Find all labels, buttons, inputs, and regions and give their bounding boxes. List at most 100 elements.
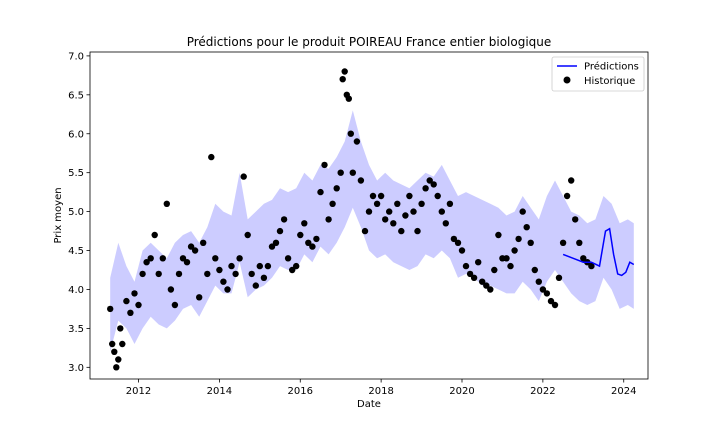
history-point: [317, 188, 324, 196]
history-point: [503, 255, 510, 262]
y-tick-label: 7.0: [68, 51, 84, 62]
x-tick-label: 2016: [288, 386, 313, 397]
history-point: [220, 278, 227, 285]
history-point: [382, 216, 389, 223]
history-point: [580, 255, 587, 262]
history-point: [369, 192, 377, 200]
history-point: [442, 220, 449, 227]
history-point: [398, 227, 405, 235]
history-point: [155, 270, 162, 278]
history-point: [434, 192, 441, 200]
history-point: [117, 325, 124, 332]
history-point: [196, 294, 203, 301]
history-point: [572, 216, 579, 223]
history-point: [191, 247, 199, 254]
history-point: [349, 169, 356, 176]
history-point: [187, 243, 195, 250]
history-point: [284, 255, 292, 262]
y-tick-label: 6.5: [68, 90, 84, 101]
history-point: [135, 301, 142, 309]
legend: Prédictions Historique: [551, 56, 645, 92]
history-point: [301, 220, 308, 227]
history-point: [539, 286, 547, 293]
history-point: [479, 278, 486, 285]
history-point: [175, 270, 183, 278]
history-point: [535, 278, 542, 285]
history-point: [212, 255, 219, 262]
history-point: [333, 185, 340, 192]
history-point: [159, 255, 166, 262]
history-point: [454, 239, 462, 246]
y-tick-label: 5.5: [68, 168, 84, 179]
history-point: [143, 259, 150, 266]
x-axis-label: Date: [357, 399, 381, 410]
x-tick-label: 2020: [449, 386, 474, 397]
x-tick-label: 2018: [368, 386, 393, 397]
history-point: [519, 208, 526, 215]
history-point: [568, 177, 575, 184]
history-point: [531, 266, 538, 274]
history-point: [107, 305, 114, 313]
history-point: [224, 286, 231, 293]
history-point: [171, 301, 179, 309]
history-point: [248, 270, 255, 278]
x-tick-label: 2024: [611, 386, 636, 397]
history-point: [418, 200, 425, 207]
history-point: [495, 231, 502, 239]
y-tick-label: 4.0: [68, 285, 84, 296]
history-point: [337, 169, 344, 176]
history-point: [111, 348, 118, 355]
history-point: [507, 262, 514, 270]
history-point: [167, 286, 175, 293]
history-point: [555, 274, 563, 281]
history-point: [377, 192, 385, 200]
history-point: [313, 235, 320, 243]
y-tick-label: 6.0: [68, 129, 84, 140]
y-axis-label: Prix moyen: [53, 187, 64, 243]
history-point: [329, 200, 336, 207]
history-point: [244, 231, 251, 239]
history-point: [511, 247, 518, 254]
history-point: [345, 95, 352, 102]
history-point: [280, 216, 288, 223]
history-point: [228, 262, 235, 270]
history-point: [491, 266, 498, 274]
history-point: [208, 153, 215, 161]
history-point: [109, 340, 116, 348]
history-point: [232, 270, 239, 278]
history-point: [240, 173, 247, 180]
history-point: [458, 247, 466, 254]
history-point: [422, 185, 429, 192]
prediction-line-layer: [562, 227, 635, 277]
history-point: [200, 239, 207, 246]
history-point: [276, 227, 284, 235]
legend-history-label: Historique: [584, 76, 635, 87]
history-point: [426, 177, 433, 184]
history-point: [163, 200, 170, 207]
y-tick-label: 3.5: [68, 324, 84, 335]
history-point: [293, 262, 300, 270]
history-point: [256, 262, 263, 270]
history-point: [406, 192, 413, 200]
history-points-layer: [107, 68, 595, 371]
history-point: [543, 290, 551, 297]
history-point: [289, 266, 296, 274]
history-point: [268, 243, 276, 250]
history-point: [450, 235, 458, 243]
confidence-band-layer: [110, 110, 634, 352]
history-point: [487, 286, 494, 293]
confidence-band: [110, 110, 634, 352]
history-point: [373, 200, 381, 207]
history-point: [252, 282, 259, 289]
history-point: [547, 297, 555, 305]
history-point: [339, 76, 346, 83]
history-point: [309, 243, 316, 250]
history-point: [113, 364, 120, 371]
history-point: [386, 208, 393, 215]
history-point: [466, 270, 474, 278]
history-point: [179, 255, 187, 262]
history-point: [347, 130, 354, 137]
history-point: [216, 266, 223, 274]
history-point: [365, 208, 373, 215]
